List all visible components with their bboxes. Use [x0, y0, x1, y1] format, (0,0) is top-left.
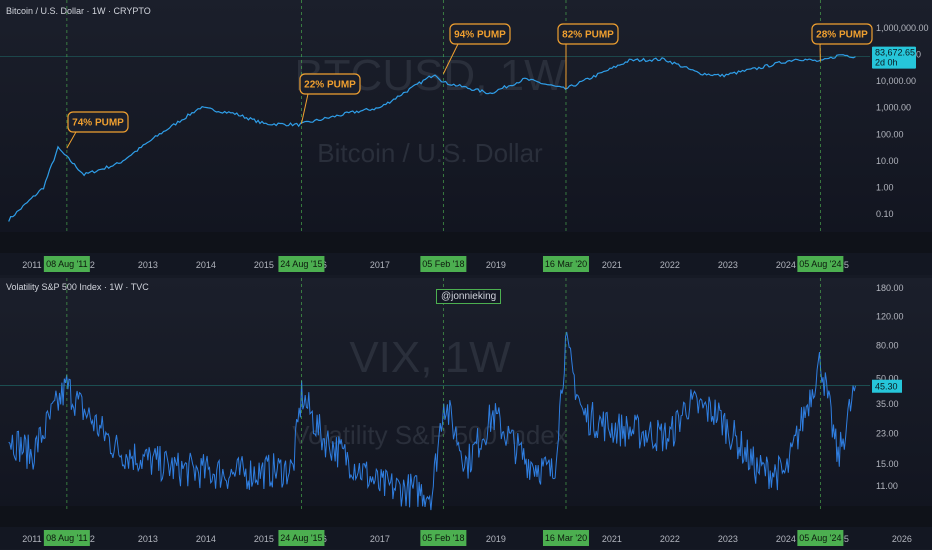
vix-watermark-symbol: VIX, 1W	[349, 333, 511, 382]
vix-chart-title: Volatility S&P 500 Index · 1W · TVC	[6, 282, 149, 292]
btc-x-year-label: 2014	[196, 260, 216, 270]
vix-event-date-marker	[43, 530, 90, 546]
vix-x-year-label: 25	[839, 534, 849, 544]
btc-y-tick-label: 10.00	[876, 156, 899, 166]
vix-x-year-label: 2013	[138, 534, 158, 544]
pump-callout-box	[299, 73, 361, 95]
vix-event-date-marker	[420, 530, 467, 546]
btc-x-year-label: 2017	[370, 260, 390, 270]
pane-separator-bottom	[0, 506, 932, 527]
btc-y-tick-label: 0.10	[876, 209, 894, 219]
btc-y-tick-label: 1,000,000.00	[876, 23, 929, 33]
btc-x-year-label: 2024	[776, 260, 796, 270]
vix-x-year-label: 12	[85, 534, 95, 544]
vix-x-year-label: 2022	[660, 534, 680, 544]
btc-event-date-marker	[797, 256, 844, 272]
vix-x-year-label: 2019	[486, 534, 506, 544]
btc-event-date-marker	[278, 256, 325, 272]
vix-event-date-label: 08 Aug '11	[46, 533, 88, 543]
vix-y-tick-label: 15.00	[876, 459, 899, 469]
pump-callout-label: 74% PUMP	[72, 118, 124, 129]
vix-event-date-marker	[797, 530, 844, 546]
vix-y-tick-label: 180.00	[876, 283, 904, 293]
btc-x-year-label: 2022	[660, 260, 680, 270]
btc-event-date-label: 05 Feb '18	[422, 259, 464, 269]
btc-event-date-label: 08 Aug '11	[46, 259, 88, 269]
vix-x-year-label: 2011	[22, 534, 41, 544]
vix-event-date-label: 24 Aug '15	[280, 533, 322, 543]
btc-x-year-label: 2011	[22, 260, 41, 270]
vix-price-label-bg	[872, 379, 902, 393]
vix-y-tick-label: 50.00	[876, 374, 899, 384]
vix-price-line	[8, 331, 856, 511]
btc-y-tick-label: 10,000.00	[876, 76, 916, 86]
btc-price-line	[8, 54, 856, 222]
btc-x-year-label: 25	[839, 260, 849, 270]
vix-x-year-label: 2023	[718, 534, 738, 544]
btc-price-label-bg	[872, 46, 916, 69]
btc-watermark-name: Bitcoin / U.S. Dollar	[317, 138, 543, 168]
vix-price-label: 45.30	[875, 382, 898, 392]
pump-callout-connector	[300, 93, 309, 124]
btc-x-year-label: 2021	[602, 260, 622, 270]
vix-event-date-label: 05 Aug '24	[799, 533, 841, 543]
btc-x-year-label: 2023	[718, 260, 738, 270]
vix-x-year-label: 2014	[196, 534, 216, 544]
vix-y-tick-label: 23.00	[876, 429, 899, 439]
btc-y-tick-label: 100.00	[876, 129, 904, 139]
pump-callout-box	[449, 23, 511, 45]
author-handle: @jonnieking	[436, 289, 502, 304]
vix-y-tick-label: 35.00	[876, 399, 899, 409]
vix-x-year-label: 2021	[602, 534, 622, 544]
btc-x-year-label: 2019	[486, 260, 506, 270]
pump-callout-label: 28% PUMP	[816, 30, 868, 41]
pane-separator	[0, 232, 932, 253]
btc-price-label: 83,672.65	[875, 48, 915, 58]
vix-event-date-marker	[278, 530, 325, 546]
btc-y-tick-label: 1.00	[876, 182, 894, 192]
vix-event-date-label: 16 Mar '20	[545, 533, 587, 543]
vix-x-year-label: 2024	[776, 534, 796, 544]
btc-chart-title: Bitcoin / U.S. Dollar · 1W · CRYPTO	[6, 6, 151, 16]
pump-callout-label: 94% PUMP	[454, 30, 506, 41]
vix-x-year-label: 2015	[254, 534, 274, 544]
vix-event-date-marker	[542, 530, 589, 546]
btc-event-date-marker	[43, 256, 90, 272]
btc-event-date-marker	[420, 256, 467, 272]
btc-price-countdown: 2d 0h	[875, 58, 898, 68]
btc-x-year-label: 2013	[138, 260, 158, 270]
btc-event-date-label: 16 Mar '20	[545, 259, 587, 269]
pump-callout-box	[811, 23, 873, 45]
vix-y-tick-label: 120.00	[876, 312, 904, 322]
btc-y-tick-label: 1,000.00	[876, 103, 911, 113]
vix-event-date-label: 05 Feb '18	[422, 533, 464, 543]
pump-callout-box	[67, 111, 129, 133]
vix-x-year-label: 2017	[370, 534, 390, 544]
vix-y-tick-label: 80.00	[876, 340, 899, 350]
btc-event-date-label: 24 Aug '15	[280, 259, 322, 269]
btc-x-year-label: 2015	[254, 260, 274, 270]
pump-callout-connector	[66, 131, 77, 149]
vix-x-year-label: 2026	[892, 534, 912, 544]
pump-callout-box	[557, 23, 619, 45]
btc-event-date-label: 05 Aug '24	[799, 259, 841, 269]
vix-chart-pane[interactable]	[0, 278, 932, 510]
pump-callout-label: 22% PUMP	[304, 80, 356, 91]
pump-callout-label: 82% PUMP	[562, 30, 614, 41]
btc-event-date-marker	[542, 256, 589, 272]
btc-x-year-label: 12	[85, 260, 95, 270]
vix-y-tick-label: 11.00	[876, 481, 898, 491]
pump-callout-connector	[442, 43, 459, 74]
